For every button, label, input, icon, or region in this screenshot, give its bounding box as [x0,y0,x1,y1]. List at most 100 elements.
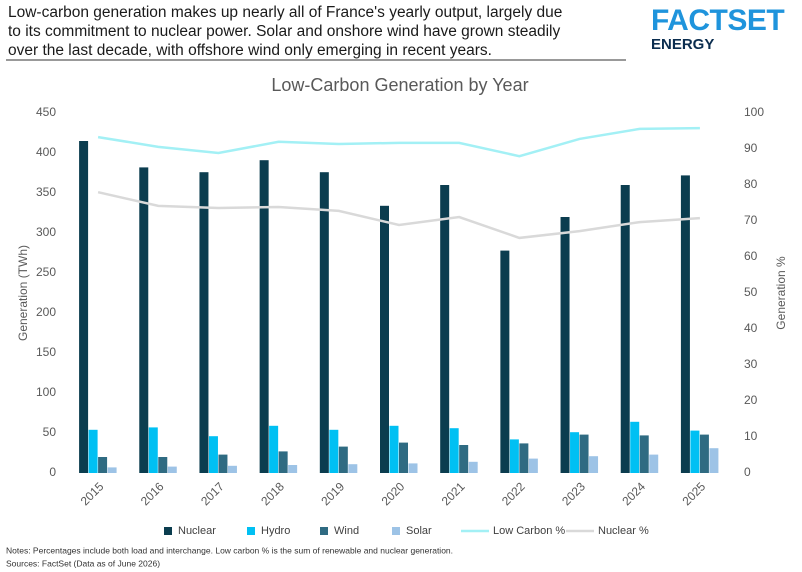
y-tick-label: 450 [36,105,56,119]
x-tick-label: 2021 [439,479,468,508]
x-tick-label: 2024 [619,479,648,508]
y-axis-title: Generation (TWh) [16,245,30,341]
y-tick-label: 150 [36,345,56,359]
bar [570,432,580,473]
y2-axis-title: Generation % [774,256,788,330]
note: Notes: Percentages include both load and… [6,545,453,555]
y2-tick-label: 90 [744,141,758,155]
note: Sources: FactSet (Data as of June 2026) [6,558,160,568]
legend-marker [320,527,328,535]
bar [690,430,700,473]
bar [500,250,510,473]
bar [380,205,389,474]
bar [107,467,117,473]
bar [269,425,279,473]
bar [680,175,690,473]
bar [509,439,519,473]
bar [528,458,538,473]
bar [389,425,399,473]
bar [560,217,570,473]
bar [259,160,269,473]
x-tick-label: 2020 [379,479,408,508]
line-series [97,126,700,158]
bar [408,463,418,473]
x-tick-label: 2023 [559,479,588,508]
y2-tick-label: 10 [744,429,758,443]
bar [399,442,408,473]
bar [348,464,358,473]
bar [148,427,158,473]
x-tick-label: 2022 [499,479,528,508]
y2-tick-label: 50 [744,285,758,299]
legend-label: Nuclear % [598,525,649,537]
bar [79,141,89,473]
bar [649,454,659,473]
bar [329,429,339,473]
legend-marker [247,527,255,535]
bar [620,185,630,473]
line-series [97,190,700,240]
y-tick-label: 50 [43,425,57,439]
x-tick-label: 2019 [318,479,347,508]
bar [139,167,149,473]
bar [218,454,228,473]
x-tick-label: 2025 [679,479,708,508]
y-tick-label: 350 [36,185,56,199]
bar [440,185,450,473]
x-tick-label: 2017 [198,479,227,508]
bar [319,172,329,473]
logo-sub: ENERGY [651,36,714,53]
y2-tick-label: 30 [744,357,758,371]
bar [338,446,348,473]
y2-tick-label: 40 [744,321,758,335]
bar [199,172,209,473]
bar [579,434,589,473]
y2-tick-label: 80 [744,177,758,191]
chart-title: Low-Carbon Generation by Year [271,75,528,95]
bar [589,456,599,473]
bar [288,465,298,473]
bar [158,457,168,473]
bar [468,461,478,473]
legend-label: Hydro [261,525,290,537]
y-tick-label: 300 [36,225,56,239]
bar [630,421,640,473]
y-tick-label: 0 [49,465,56,479]
y-tick-label: 250 [36,265,56,279]
bar [278,451,288,473]
bar [459,445,469,473]
y2-tick-label: 60 [744,249,758,263]
bar [639,435,649,473]
bar [519,443,529,473]
bar [227,465,237,473]
y2-tick-label: 70 [744,213,758,227]
bar [98,457,108,473]
bar [208,436,218,473]
x-tick-label: 2015 [78,479,107,508]
y-tick-label: 400 [36,145,56,159]
legend-marker [164,527,172,535]
bar [699,434,709,473]
y-tick-label: 200 [36,305,56,319]
y2-tick-label: 20 [744,393,758,407]
y2-tick-label: 100 [744,105,764,119]
legend-label: Nuclear [178,525,216,537]
legend-label: Solar [406,525,432,537]
y2-tick-label: 0 [744,465,751,479]
header-line: over the last decade, with offshore wind… [8,42,492,59]
y-tick-label: 100 [36,385,56,399]
header-line: to its commitment to nuclear power. Sola… [8,23,561,40]
x-tick-label: 2018 [258,479,287,508]
legend-marker [392,527,400,535]
legend-label: Low Carbon % [493,525,565,537]
bar [709,448,719,473]
legend-label: Wind [334,525,359,537]
bar [449,428,459,473]
header-line: Low-carbon generation makes up nearly al… [8,4,562,21]
x-tick-label: 2016 [138,479,167,508]
logo: FACTSET [651,4,784,37]
bar [88,429,98,473]
bar [167,466,177,473]
